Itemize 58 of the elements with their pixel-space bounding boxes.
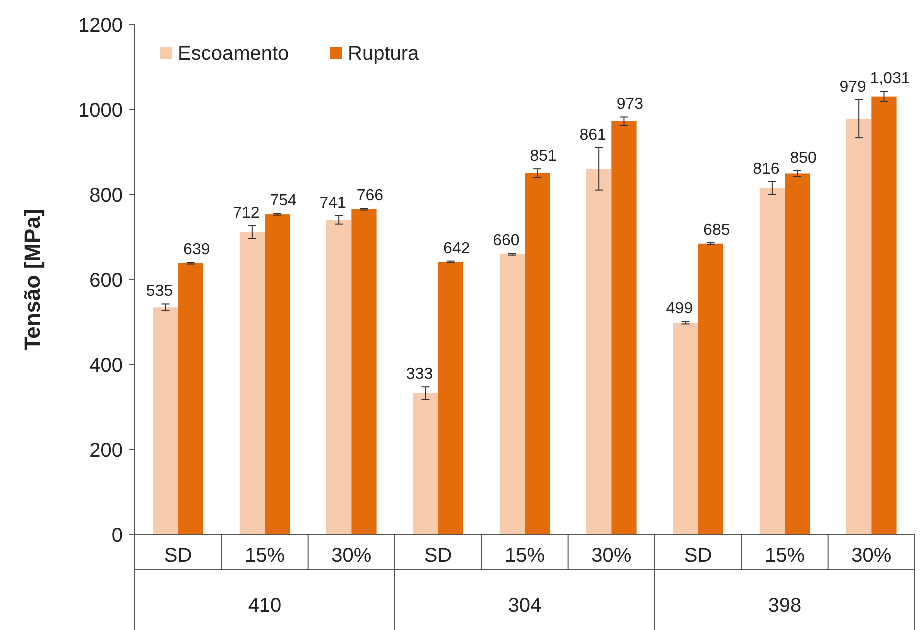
text: 410	[248, 595, 282, 617]
x-tick-label: 15%	[244, 545, 286, 567]
x-tick-label: 30%	[332, 545, 372, 567]
y-tick-label: 1000	[78, 100, 123, 122]
bar	[326, 220, 352, 535]
data-label: 639	[184, 242, 210, 259]
data-label: 851	[530, 148, 558, 166]
data-label: 333	[406, 366, 434, 384]
legend-label: Escoamento	[178, 43, 290, 65]
x-tick-label: 30%	[592, 545, 632, 567]
y-tick-label: 800	[90, 185, 123, 207]
bar	[586, 169, 612, 535]
x-tick-label: SD	[164, 545, 192, 567]
data-label: 861	[580, 126, 607, 144]
data-label: 712	[233, 205, 260, 222]
data-label: 741	[320, 194, 347, 212]
x-tick-label: 15%	[764, 545, 806, 567]
data-label: 642	[444, 240, 470, 258]
x-tick-label: 30%	[852, 545, 892, 567]
y-tick-label: 400	[90, 355, 123, 377]
x-tick-label: SD	[424, 545, 452, 567]
bar	[673, 322, 698, 535]
bar	[500, 254, 525, 535]
bar	[612, 121, 637, 535]
data-label: 816	[753, 160, 780, 178]
data-label: 850	[790, 150, 818, 167]
data-label: 973	[616, 96, 644, 114]
bar	[525, 173, 550, 535]
data-label: 660	[493, 232, 520, 250]
data-label: 535	[146, 283, 174, 300]
bar	[153, 308, 178, 535]
data-label: 754	[270, 192, 298, 210]
data-label: 979	[840, 78, 867, 96]
data-label: 685	[704, 222, 730, 240]
legend-label: Ruptura	[348, 43, 420, 65]
y-tick-label: 1200	[78, 15, 123, 37]
text: 398	[768, 595, 802, 617]
bar	[698, 244, 724, 535]
bar	[265, 214, 290, 535]
y-tick-label: 200	[90, 440, 123, 462]
bar	[352, 209, 377, 535]
text: 304	[508, 595, 542, 617]
y-tick-label: 0	[112, 525, 123, 547]
bar	[438, 262, 464, 535]
bar	[240, 232, 265, 535]
y-tick-label: 600	[90, 270, 123, 292]
bar	[413, 393, 438, 535]
x-tick-label: 15%	[504, 545, 546, 567]
data-label: 1,031	[870, 70, 910, 88]
bar	[785, 174, 810, 535]
bar	[178, 263, 204, 535]
x-tick-label: SD	[684, 545, 712, 567]
y-axis-title: Tensão [MPa]	[20, 209, 45, 351]
bar	[760, 188, 785, 535]
bar	[872, 96, 897, 535]
data-label: 766	[356, 188, 384, 205]
bar	[846, 118, 872, 535]
data-label: 499	[666, 300, 694, 318]
